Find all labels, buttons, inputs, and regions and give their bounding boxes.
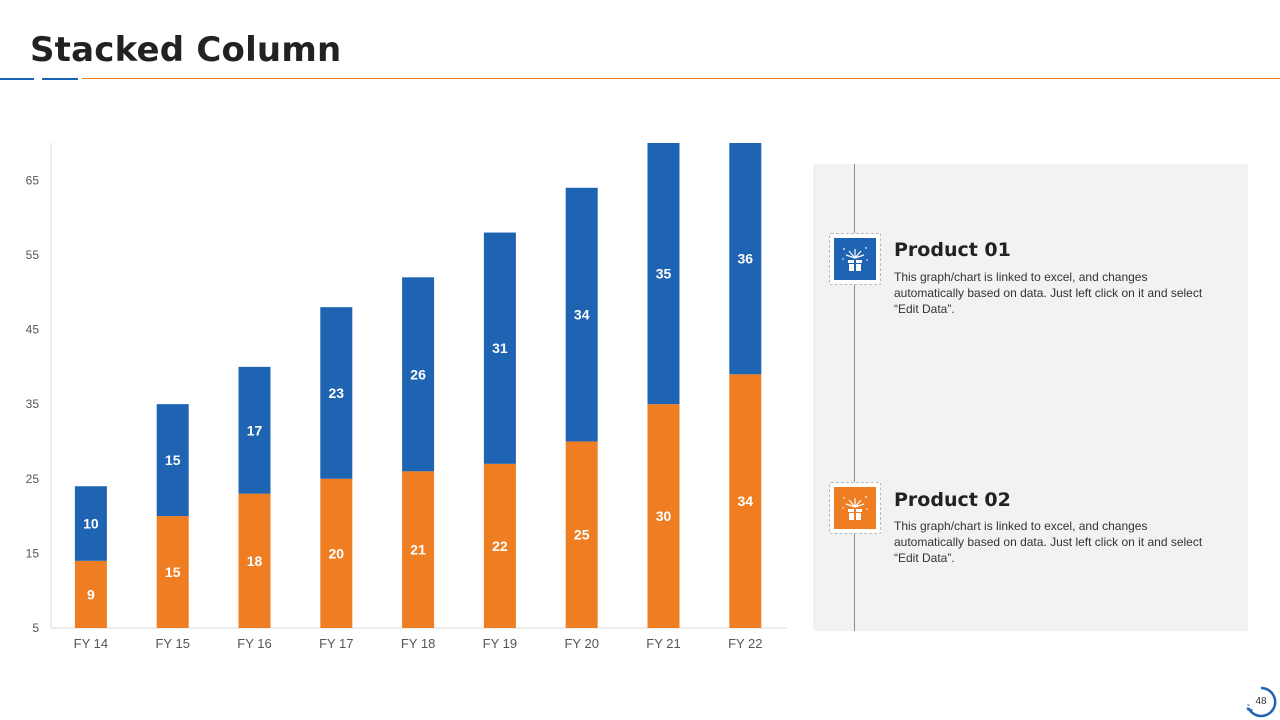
- data-label-product-02: 21: [410, 542, 426, 558]
- data-label-product-01: 31: [492, 340, 508, 356]
- y-tick-label: 35: [26, 397, 40, 411]
- bar-product-01: [402, 277, 435, 472]
- x-tick-label: FY 17: [319, 636, 353, 651]
- title-accent-rule-left: [0, 78, 34, 80]
- x-tick-label: FY 19: [483, 636, 517, 651]
- bar-product-02: [74, 560, 107, 628]
- data-label-product-01: 26: [410, 366, 426, 382]
- data-label-product-01: 36: [738, 251, 754, 267]
- bar-product-01: [647, 143, 680, 405]
- bar-product-02: [565, 441, 598, 628]
- gift-box-fireworks-icon-svg: [842, 496, 868, 520]
- bar-product-02: [320, 478, 353, 628]
- data-label-product-01: 34: [574, 307, 590, 323]
- data-label-product-01: 17: [247, 422, 263, 438]
- product-01-icon-frame: [829, 233, 881, 285]
- gift-box-fireworks-icon-svg: [842, 247, 868, 271]
- data-label-product-02: 18: [247, 553, 263, 569]
- page-title: Stacked Column: [30, 30, 342, 70]
- bar-product-01: [565, 187, 598, 442]
- data-label-product-02: 34: [738, 493, 754, 509]
- y-tick-label: 65: [26, 173, 40, 187]
- bar-product-01: [156, 404, 189, 517]
- bar-product-01: [320, 307, 353, 479]
- y-tick-label: 45: [26, 323, 40, 337]
- x-tick-label: FY 21: [646, 636, 680, 651]
- data-label-product-01: 23: [329, 385, 345, 401]
- x-tick-label: FY 14: [74, 636, 108, 651]
- x-tick-label: FY 15: [155, 636, 189, 651]
- product-01-title: Product 01: [894, 239, 1011, 261]
- data-label-product-02: 22: [492, 538, 508, 554]
- data-label-product-02: 9: [87, 586, 95, 602]
- y-tick-label: 15: [26, 546, 40, 560]
- stacked-column-chart: 5 15 25 35 45 55 65 FY 14 FY 15 FY 16 FY 17 FY 18 FY…: [26, 143, 787, 651]
- y-tick-label: 55: [26, 248, 40, 262]
- product-02-title: Product 02: [894, 489, 1011, 511]
- data-label-product-02: 20: [329, 545, 345, 561]
- bar-product-01: [483, 232, 516, 464]
- gift-box-fireworks-icon: [834, 238, 876, 280]
- page-number: 48: [1255, 696, 1267, 707]
- gift-box-fireworks-icon: [834, 487, 876, 529]
- x-tick-label: FY 22: [728, 636, 762, 651]
- product-01-description: This graph/chart is linked to excel, and…: [894, 270, 1203, 316]
- data-label-product-02: 25: [574, 527, 590, 543]
- title-underline-rule: [82, 78, 1280, 79]
- bar-product-02: [483, 463, 516, 628]
- product-02-description: This graph/chart is linked to excel, and…: [894, 519, 1203, 565]
- data-label-product-01: 35: [656, 266, 672, 282]
- x-tick-label: FY 20: [564, 636, 598, 651]
- data-label-product-02: 15: [165, 564, 181, 580]
- title-accent-rule-right: [42, 78, 78, 80]
- product-02-icon-frame: [829, 482, 881, 534]
- x-tick-label: FY 18: [401, 636, 435, 651]
- x-tick-label: FY 16: [237, 636, 271, 651]
- page-number-badge: 48: [1245, 686, 1277, 718]
- bar-product-01: [74, 486, 107, 561]
- y-tick-label: 25: [26, 472, 40, 486]
- data-label-product-01: 10: [83, 516, 99, 532]
- bar-product-02: [729, 374, 762, 628]
- bar-product-01: [729, 143, 762, 375]
- data-label-product-02: 30: [656, 508, 672, 524]
- legend-panel: [813, 164, 1248, 631]
- circular-arrow-icon: [1246, 686, 1277, 718]
- bar-product-02: [156, 516, 189, 628]
- bar-product-02: [402, 471, 435, 628]
- bar-product-02: [238, 493, 271, 628]
- data-label-product-01: 15: [165, 452, 181, 468]
- y-tick-label: 5: [32, 621, 39, 635]
- bar-product-02: [647, 404, 680, 628]
- bar-product-01: [238, 366, 271, 494]
- legend-panel-divider: [854, 164, 855, 631]
